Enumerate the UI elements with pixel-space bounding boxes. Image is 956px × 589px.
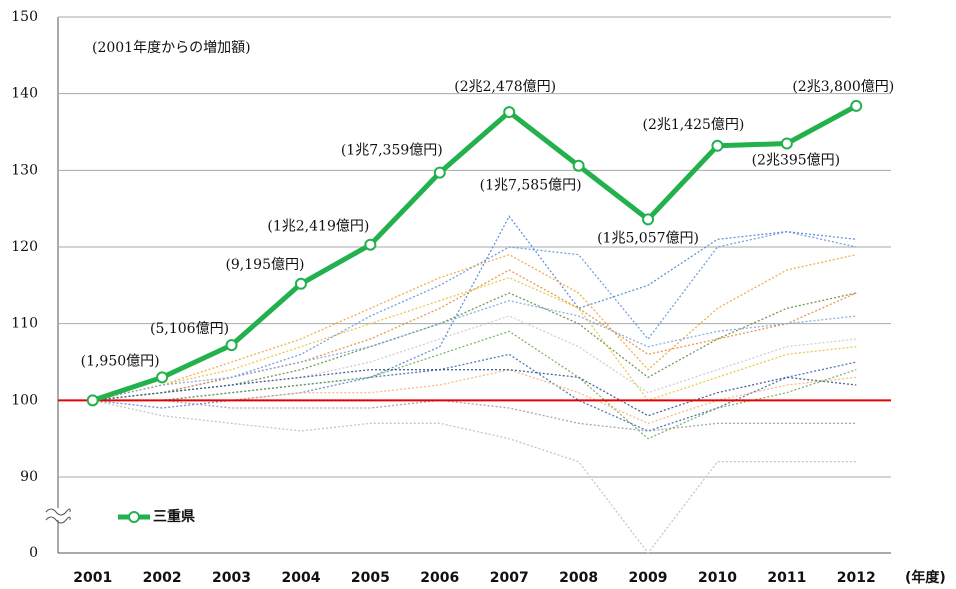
background-line bbox=[92, 330, 857, 440]
data-point bbox=[225, 339, 238, 352]
data-point bbox=[711, 139, 724, 152]
x-tick-label: 2008 bbox=[559, 570, 598, 586]
legend-label: 三重県 bbox=[153, 508, 195, 525]
data-point bbox=[86, 394, 99, 407]
x-tick-label: 2005 bbox=[351, 570, 390, 586]
background-line bbox=[92, 353, 857, 432]
x-tick-label: 2009 bbox=[629, 570, 668, 586]
background-line bbox=[92, 399, 857, 555]
x-tick-label: 2010 bbox=[698, 570, 737, 586]
x-tick-label: 2001 bbox=[73, 570, 112, 586]
data-point bbox=[503, 106, 516, 119]
axis-break bbox=[45, 508, 71, 524]
y-tick-label: 100 bbox=[11, 392, 38, 408]
data-point bbox=[433, 166, 446, 179]
background-line bbox=[92, 253, 857, 401]
series-line bbox=[91, 103, 858, 403]
background-line bbox=[92, 292, 857, 401]
data-point bbox=[294, 277, 307, 290]
y-tick-label: 90 bbox=[20, 469, 38, 485]
legend-marker bbox=[128, 511, 140, 523]
data-label: (9,195億円) bbox=[225, 257, 304, 273]
data-label: (2兆2,478億円) bbox=[454, 79, 556, 95]
y-tick-label: 150 bbox=[11, 9, 38, 25]
y-tick-label: 130 bbox=[11, 162, 38, 178]
x-tick-label: 2006 bbox=[420, 570, 459, 586]
x-tick-label: 2004 bbox=[281, 570, 320, 586]
x-tick-label: 2011 bbox=[767, 570, 806, 586]
data-label: (1兆7,585億円) bbox=[480, 178, 582, 194]
data-label: (2兆1,425億円) bbox=[642, 117, 744, 133]
data-label: (1兆5,057億円) bbox=[597, 230, 699, 246]
background-line bbox=[92, 215, 857, 409]
x-tick-label: 2002 bbox=[143, 570, 182, 586]
data-point bbox=[850, 99, 863, 112]
data-point bbox=[364, 238, 377, 251]
y-tick-label: 120 bbox=[11, 239, 38, 255]
data-label: (5,106億円) bbox=[150, 321, 229, 337]
x-axis-label: (年度) bbox=[905, 569, 946, 586]
background-line bbox=[92, 299, 857, 401]
chart-subtitle: (2001年度からの増加額) bbox=[92, 40, 251, 56]
y-tick-label: 140 bbox=[11, 86, 38, 102]
data-point bbox=[642, 213, 655, 226]
y-tick-label: 110 bbox=[11, 316, 38, 332]
x-tick-label: 2012 bbox=[837, 570, 876, 586]
data-label: (1,950億円) bbox=[81, 353, 160, 369]
x-tick-label: 2003 bbox=[212, 570, 251, 586]
data-label: (1兆2,419億円) bbox=[267, 219, 369, 235]
data-point bbox=[156, 371, 169, 384]
data-point bbox=[572, 159, 585, 172]
background-line bbox=[92, 276, 857, 402]
data-label: (2兆3,800億円) bbox=[792, 79, 894, 95]
data-label: (1兆7,359億円) bbox=[341, 143, 443, 159]
y-tick-label: 0 bbox=[29, 545, 38, 561]
data-point bbox=[780, 137, 793, 150]
data-label: (2兆395億円) bbox=[752, 153, 841, 169]
background-line bbox=[92, 269, 857, 401]
background-line bbox=[92, 368, 857, 425]
background-line bbox=[92, 369, 857, 417]
x-tick-label: 2007 bbox=[490, 570, 529, 586]
background-line bbox=[92, 399, 857, 432]
